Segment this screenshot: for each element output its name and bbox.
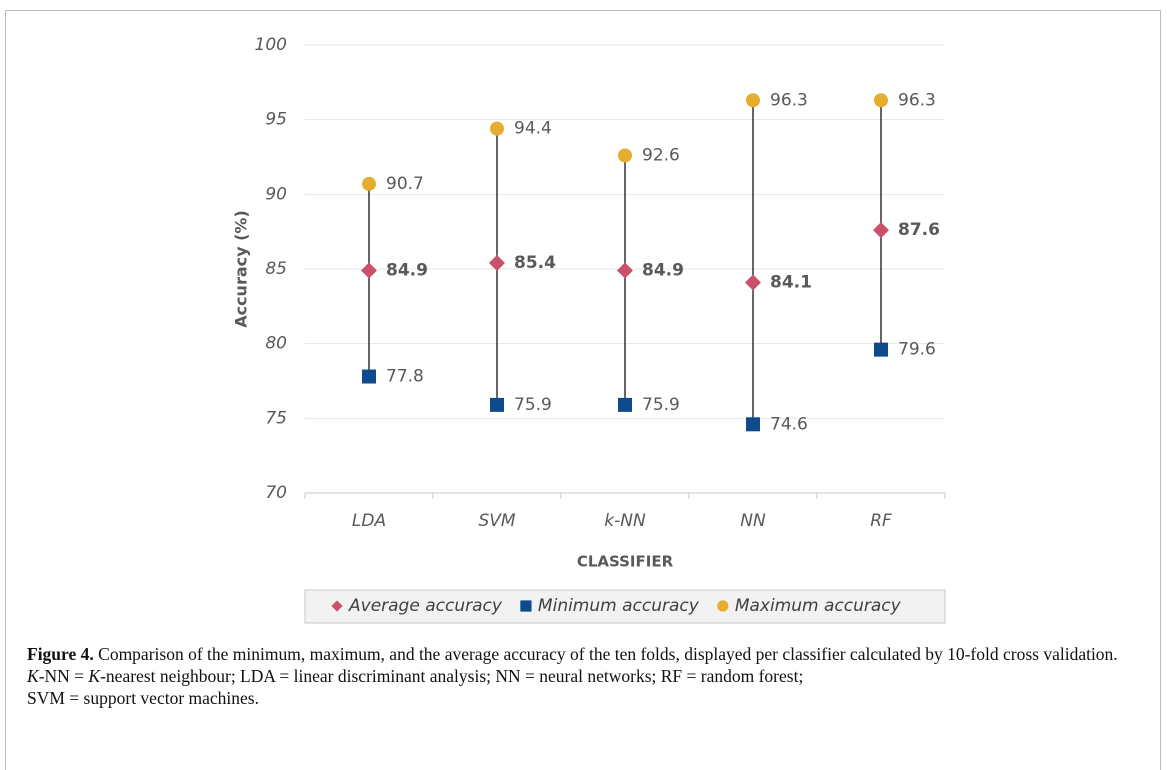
marker-diamond [745,274,761,291]
x-tick-label: k-NN [604,511,646,531]
marker-diamond [489,255,505,272]
marker-diamond [617,262,633,279]
data-label: 84.1 [770,272,812,292]
y-tick-label: 80 [265,334,287,354]
data-label: 90.7 [386,174,424,194]
data-label: 75.9 [514,395,552,415]
data-label: 96.3 [898,90,936,110]
marker-circle [618,148,632,163]
data-label: 85.4 [514,253,556,273]
caption: Figure 4. Comparison of the minimum, max… [27,643,1152,709]
x-axis-title: CLASSIFIER [577,553,674,571]
caption-label: Figure 4. [27,644,94,664]
marker-square [362,369,376,384]
figure-frame [5,10,1161,770]
marker-square [746,417,760,432]
x-tick-label: SVM [478,511,515,531]
data-label: 94.4 [514,119,552,139]
caption-note: K-NN = K-nearest neighbour; LDA = linear… [27,665,1152,709]
marker-diamond [361,262,377,279]
y-tick-label: 100 [255,35,287,55]
marker-diamond [873,222,889,239]
legend-label: Minimum accuracy [538,596,700,616]
note-line: K-NN = K-nearest neighbour; LDA = linear… [27,665,1152,687]
y-tick-label: 90 [265,184,287,204]
marker-square [490,397,504,412]
chart: Accuracy (%) CLASSIFIER 70 75 80 85 90 95 100 L… [232,35,946,624]
y-tick-label: 85 [265,259,287,279]
x-tick-label: NN [740,511,766,531]
legend-label: Maximum accuracy [735,596,902,616]
marker-square [618,397,632,412]
marker-circle [874,93,888,108]
x-tick-label: RF [870,511,892,531]
caption-main: Figure 4. Comparison of the minimum, max… [27,643,1152,665]
note-line: SVM = support vector machines. [27,687,1152,709]
data-label: 92.6 [642,146,680,166]
note-segment: -nearest neighbour; LDA = linear discrim… [100,666,804,686]
note-segment: -NN = [38,666,89,686]
legend-marker [717,600,729,612]
data-label: 96.3 [770,90,808,110]
legend-box [304,589,946,624]
y-axis-title: Accuracy (%) [232,210,251,328]
y-tick-label: 70 [265,483,287,503]
note-segment: K [27,666,39,686]
caption-text: Comparison of the minimum, maximum, and … [98,644,1118,664]
data-label: 84.9 [386,260,428,280]
marker-circle [362,176,376,191]
marker-circle [746,93,760,108]
data-label: 74.6 [770,414,808,434]
x-tick-label: LDA [352,511,386,531]
note-segment: SVM = support vector machines. [27,688,259,708]
data-label: 75.9 [642,395,680,415]
legend-marker [520,600,532,612]
data-label: 87.6 [898,220,940,240]
data-label: 79.6 [898,340,936,360]
legend-marker [331,600,343,612]
marker-square [874,342,888,357]
legend-label: Average accuracy [348,596,503,616]
y-tick-label: 75 [265,408,287,428]
y-tick-label: 95 [265,110,287,130]
note-segment: K [88,666,101,686]
marker-circle [490,121,504,136]
data-label: 77.8 [386,367,424,387]
data-label: 84.9 [642,260,684,280]
